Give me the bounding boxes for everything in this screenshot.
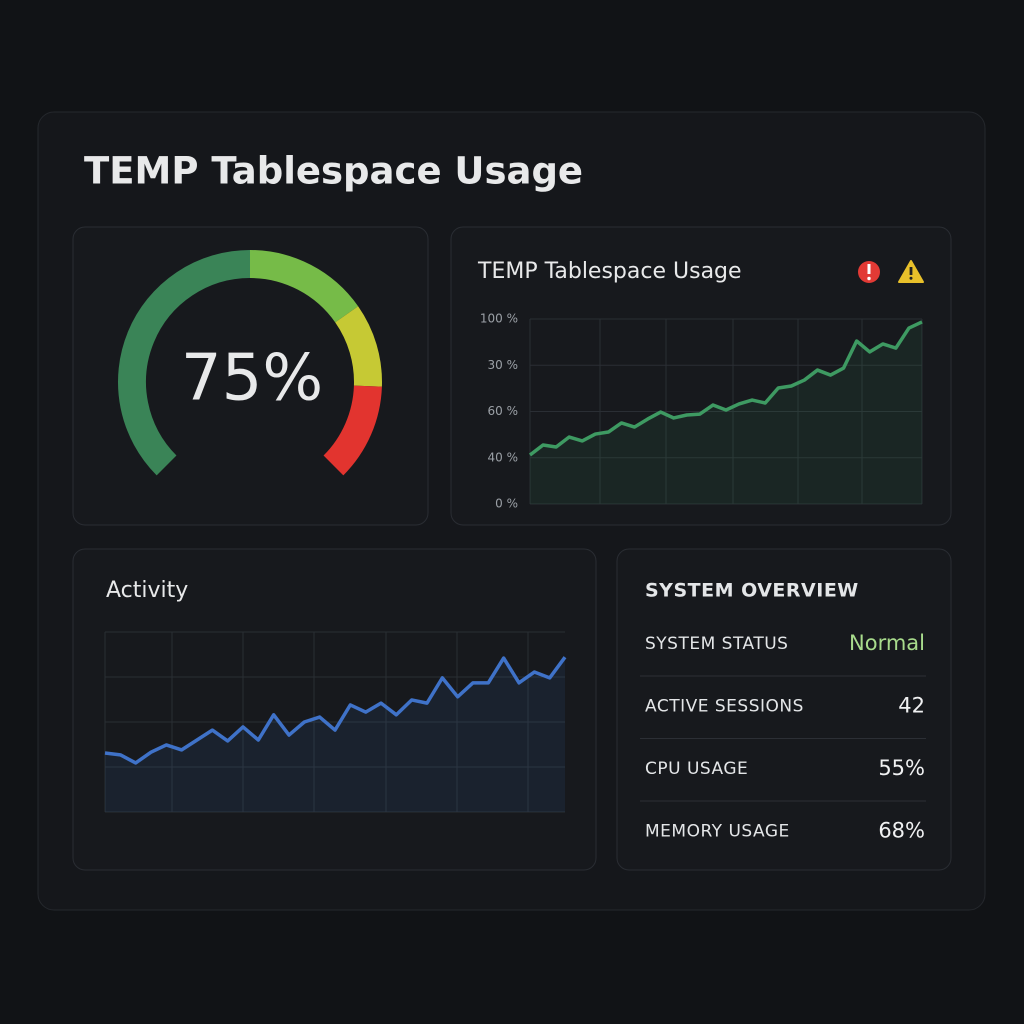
y-tick-label: 30 % [488,358,519,372]
gauge-arc [249,250,359,323]
usage-card [450,226,952,526]
error-icon [858,261,880,283]
gauge-arc [334,306,382,387]
page-title: TEMP Tablespace Usage [84,150,583,193]
y-tick-label: 60 % [488,404,519,418]
overview-label: CPU USAGE [645,759,748,779]
overview-label: ACTIVE SESSIONS [645,697,804,717]
overview-title: SYSTEM OVERVIEW [645,580,859,602]
overview-value: 68% [878,819,925,843]
y-tick-label: 40 % [488,450,519,464]
activity-card [72,548,597,871]
overview-label: SYSTEM STATUS [645,634,788,654]
warning-icon [898,260,924,283]
overview-value: 42 [898,694,925,718]
area [530,321,922,504]
gauge [118,250,382,476]
overview-value: 55% [878,756,925,780]
area [105,657,565,812]
chart-title: TEMP Tablespace Usage [477,259,742,284]
y-tick-label: 100 % [480,312,518,326]
gauge-arc [323,385,382,476]
line [528,320,923,457]
line [104,656,567,765]
y-tick-label: 0 % [495,497,518,511]
gauge-arc [118,250,251,476]
chart-title: Activity [106,578,188,603]
overview-card [616,548,952,871]
gauge-label: 75% [181,342,323,416]
overview-label: MEMORY USAGE [645,822,790,842]
overview-list: SYSTEM STATUS Normal ACTIVE SESSIONS 42 CPU … [640,631,926,843]
overview-value: Normal [849,631,925,655]
